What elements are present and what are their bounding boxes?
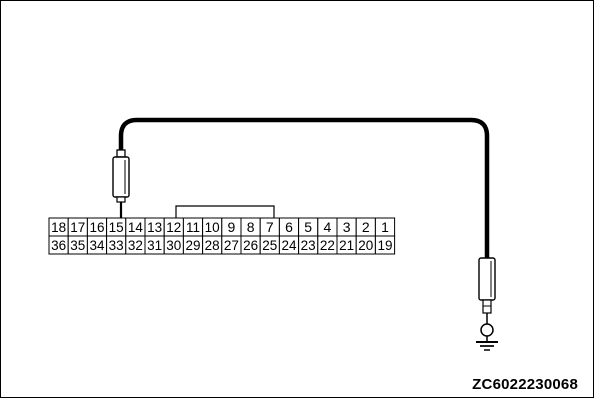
terminal-group-bracket: [175, 205, 275, 218]
terminal-number-17: 17: [70, 220, 85, 235]
terminal-number-9: 9: [228, 219, 236, 235]
terminal-number-13: 13: [147, 220, 162, 235]
terminal-cell: [374, 235, 396, 255]
terminal-number-19: 19: [377, 238, 392, 253]
terminal-number-23: 23: [301, 238, 316, 253]
ground-symbol-icon: [476, 336, 498, 351]
terminal-number-14: 14: [128, 220, 144, 235]
terminal-number-21: 21: [339, 238, 354, 253]
terminal-number-25: 25: [262, 238, 277, 253]
terminal-number-32: 32: [128, 238, 143, 253]
terminal-number-4: 4: [324, 219, 332, 235]
terminal-number-22: 22: [320, 238, 335, 253]
terminal-number-1: 1: [381, 219, 389, 235]
terminal-number-18: 18: [51, 220, 66, 235]
figure-code-label: ZC6022230068: [472, 376, 578, 393]
terminal-number-28: 28: [205, 238, 220, 253]
test-probe-icon: [112, 149, 130, 221]
test-lead-wire: [118, 117, 490, 261]
terminal-number-3: 3: [343, 219, 351, 235]
terminal-number-26: 26: [243, 238, 258, 253]
terminal-number-15: 15: [109, 220, 124, 235]
figure-border: [0, 0, 594, 398]
ground-probe-icon: [478, 257, 496, 337]
terminal-number-33: 33: [109, 238, 124, 253]
connector-terminal-grid: 18 17 16 15 14 13 12 11 10 9 8 7 6 5 4 3 2 136 35 34 33 32 31 3…: [48, 217, 396, 255]
terminal-number-29: 29: [185, 238, 200, 253]
terminal-number-31: 31: [147, 238, 162, 253]
terminal-number-27: 27: [224, 238, 239, 253]
terminal-number-35: 35: [70, 238, 85, 253]
terminal-number-12: 12: [166, 220, 181, 235]
terminal-number-11: 11: [186, 220, 200, 235]
terminal-number-36: 36: [51, 238, 66, 253]
terminal-number-34: 34: [89, 238, 105, 253]
terminal-number-5: 5: [304, 219, 312, 235]
terminal-number-30: 30: [166, 238, 181, 253]
terminal-number-2: 2: [362, 219, 370, 235]
terminal-number-6: 6: [285, 219, 293, 235]
terminal-number-20: 20: [358, 238, 373, 253]
terminal-number-16: 16: [89, 220, 104, 235]
terminal-number-10: 10: [205, 220, 220, 235]
terminal-number-7: 7: [266, 219, 274, 235]
terminal-number-24: 24: [281, 238, 297, 253]
terminal-number-8: 8: [247, 219, 255, 235]
